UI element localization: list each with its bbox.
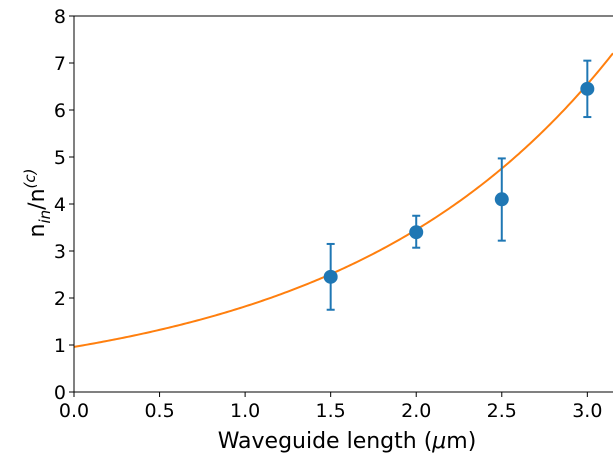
fit-curve [74, 52, 613, 348]
marker [494, 192, 509, 207]
data-point-3 [494, 157, 509, 242]
data-point-4 [580, 59, 595, 119]
x-tick-label: 1.0 [230, 400, 260, 422]
x-tick-label: 1.5 [316, 400, 346, 422]
marker [580, 81, 595, 96]
marker [323, 269, 338, 284]
marker [409, 225, 424, 240]
y-tick-label: 8 [54, 6, 66, 28]
data-point-1 [323, 242, 338, 311]
axes: 0.0 0.5 1.0 1.5 2.0 2.5 3.0 0 1 2 3 4 5 6 7 8 [54, 6, 613, 422]
plot-area [74, 52, 613, 348]
y-axis-label: nin/n(c) [21, 169, 54, 238]
axes-frame [73, 15, 613, 393]
x-axis-label: Waveguide length (μm) [218, 429, 477, 454]
data-point-2 [409, 214, 424, 249]
y-tick-label: 1 [54, 335, 66, 357]
y-tick-label: 4 [54, 194, 66, 216]
x-tick-label: 2.0 [401, 400, 431, 422]
y-tick-label: 7 [54, 53, 66, 75]
x-tick-label: 0.5 [144, 400, 174, 422]
y-tick-label: 3 [54, 241, 66, 263]
x-tick-label: 3.0 [572, 400, 602, 422]
y-tick-label: 6 [54, 100, 66, 122]
x-tick-label: 2.5 [487, 400, 517, 422]
y-tick-label: 2 [54, 288, 66, 310]
x-tick-label: 0.0 [59, 400, 89, 422]
y-tick-label: 0 [54, 382, 66, 404]
y-tick-label: 5 [54, 147, 66, 169]
